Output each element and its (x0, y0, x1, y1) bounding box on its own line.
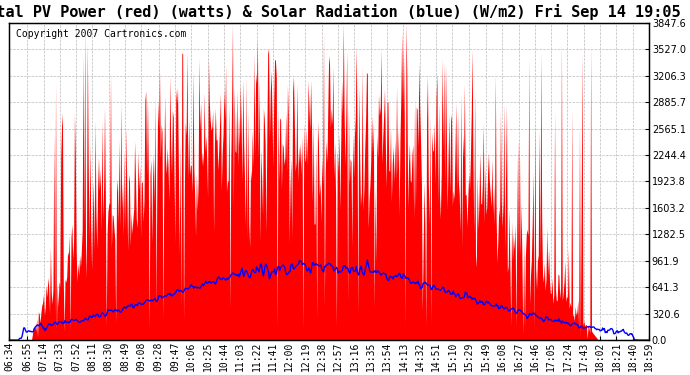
Title: Total PV Power (red) (watts) & Solar Radiation (blue) (W/m2) Fri Sep 14 19:05: Total PV Power (red) (watts) & Solar Rad… (0, 4, 680, 20)
Text: Copyright 2007 Cartronics.com: Copyright 2007 Cartronics.com (16, 29, 186, 39)
